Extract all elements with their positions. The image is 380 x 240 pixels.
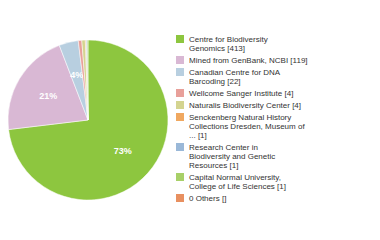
html-text:Senckenberg Natural History Co: Senckenberg Natural History Collections … [189, 112, 305, 140]
html-text:Research Center in Biodiversit: Research Center in Biodiversity and Gene… [189, 142, 276, 170]
html-text:Capital Normal University, Col: Capital Normal University, College of Li… [189, 172, 286, 191]
html-text:Canadian Centre for DNA Barcod: Canadian Centre for DNA Barcoding [22] [189, 67, 281, 86]
svg-text:73%: 73% [114, 146, 132, 156]
svg-text:21%: 21% [39, 91, 57, 101]
html-text:0 Others []: 0 Others [] [189, 193, 227, 203]
html-text:Naturalis Biodiversity Center: Naturalis Biodiversity Center [4] [189, 100, 301, 110]
html-text:Wellcome Sanger Institute [4]: Wellcome Sanger Institute [4] [189, 88, 294, 98]
html-text:Centre for Biodiversity Genomi: Centre for Biodiversity Genomics [413] [189, 34, 268, 53]
html-text:Mined from GenBank, NCBI [119]: Mined from GenBank, NCBI [119] [189, 55, 308, 65]
svg-text:4%: 4% [70, 70, 83, 80]
